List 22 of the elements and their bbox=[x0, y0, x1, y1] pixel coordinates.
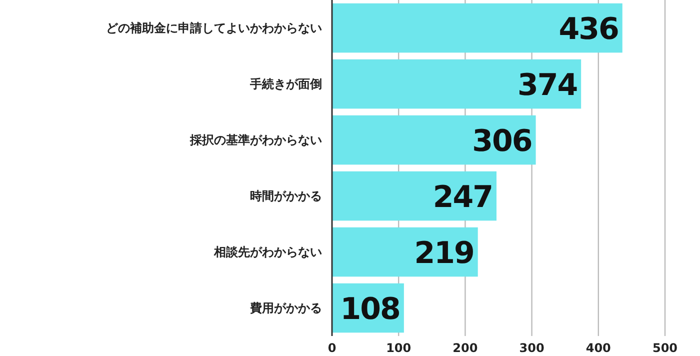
y-tick-label: 相談先がわからない bbox=[213, 245, 322, 259]
data-label: 247 bbox=[432, 180, 492, 215]
x-tick-label: 200 bbox=[452, 341, 478, 355]
data-label: 108 bbox=[340, 292, 400, 327]
bar bbox=[332, 3, 622, 53]
x-tick-label: 0 bbox=[328, 341, 336, 355]
x-tick-label: 100 bbox=[386, 341, 412, 355]
data-label: 374 bbox=[517, 68, 578, 103]
bar bbox=[332, 171, 496, 221]
bar bbox=[332, 115, 536, 165]
y-tick-label: 費用がかかる bbox=[249, 301, 322, 315]
y-tick-label: 採択の基準がわからない bbox=[189, 133, 322, 147]
data-label: 436 bbox=[558, 12, 618, 47]
y-tick-label: 時間がかかる bbox=[250, 189, 322, 203]
x-tick-label: 500 bbox=[652, 341, 678, 355]
y-tick-label: どの補助金に申請してよいかわからない bbox=[106, 21, 322, 35]
y-tick-label: 手続きが面倒 bbox=[249, 77, 322, 91]
data-label: 219 bbox=[414, 236, 474, 271]
x-tick-label: 400 bbox=[586, 341, 611, 355]
data-label: 306 bbox=[472, 124, 532, 159]
bar bbox=[332, 59, 582, 109]
x-tick-label: 300 bbox=[519, 341, 544, 355]
